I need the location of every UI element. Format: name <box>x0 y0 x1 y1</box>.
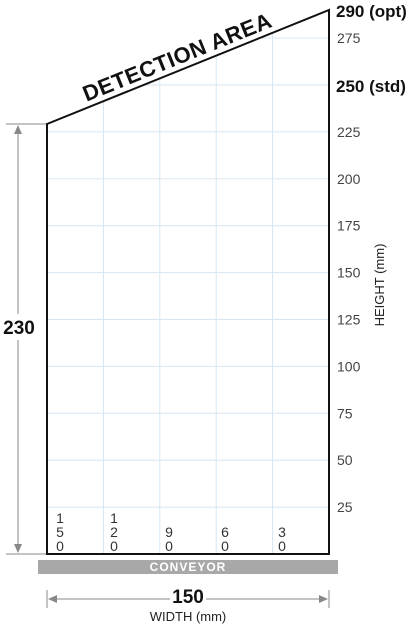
diagram-title: DETECTION AREA <box>79 8 275 107</box>
y-axis-ticks: 25 50 75 100 125 150 175 200 225 275 <box>337 30 361 515</box>
width-dimension-label-bg <box>170 586 206 608</box>
y-tick-label: 50 <box>337 452 353 468</box>
y-tick-label: 125 <box>337 312 361 328</box>
y-tick-label: 275 <box>337 30 361 46</box>
grid <box>47 32 329 554</box>
x-axis-label: WIDTH (mm) <box>150 609 227 624</box>
width-dimension-label: 150 <box>172 587 204 608</box>
y-tick-opt: 290 (opt) <box>336 2 407 21</box>
y-tick-label: 200 <box>337 171 361 187</box>
y-tick-label: 25 <box>337 499 353 515</box>
conveyor-label: CONVEYOR <box>150 560 227 574</box>
height-dimension-label-bg <box>2 314 38 340</box>
y-tick-label: 225 <box>337 124 361 140</box>
x-axis-ticks: 1 5 0 1 2 0 9 0 6 0 3 0 <box>56 510 286 554</box>
y-axis-label: HEIGHT (mm) <box>372 244 387 327</box>
y-tick-label: 75 <box>337 405 353 421</box>
conveyor-bar <box>38 560 338 574</box>
y-tick-label: 150 <box>337 265 361 281</box>
detection-area-outline <box>46 8 330 555</box>
y-tick-std: 250 (std) <box>336 77 406 96</box>
height-dimension-label: 230 <box>3 318 35 339</box>
y-tick-label: 175 <box>337 218 361 234</box>
y-tick-label: 100 <box>337 358 361 374</box>
